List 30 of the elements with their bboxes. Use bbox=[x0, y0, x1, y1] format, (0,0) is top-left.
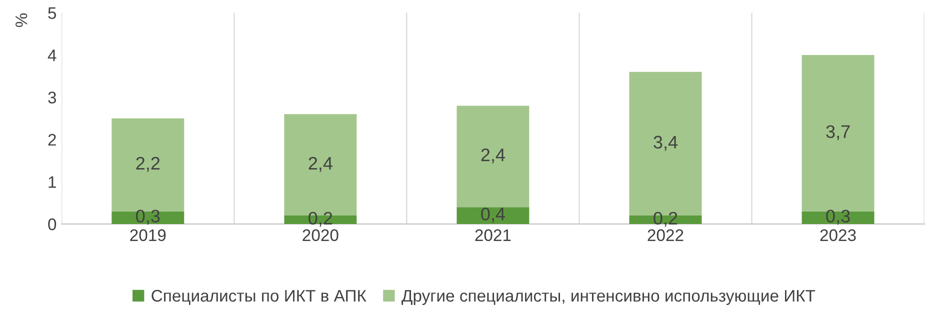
data-label: 0,3 bbox=[826, 210, 850, 225]
x-tick-label: 2021 bbox=[475, 229, 511, 242]
data-label: 3,7 bbox=[826, 125, 850, 140]
bar bbox=[802, 55, 874, 212]
y-tick-label: 2 bbox=[48, 134, 56, 146]
data-label: 2,4 bbox=[308, 156, 332, 172]
x-tick-label: 2022 bbox=[648, 229, 684, 242]
y-tick-label: 0 bbox=[48, 218, 56, 230]
y-axis-title: % bbox=[16, 13, 28, 28]
x-tick-label: 2023 bbox=[820, 229, 856, 242]
y-tick-label: 3 bbox=[48, 92, 56, 104]
bar bbox=[456, 207, 530, 224]
legend-label: Специалисты по ИКТ в АПК bbox=[152, 290, 366, 305]
data-label: 0,2 bbox=[308, 212, 332, 227]
bar bbox=[112, 118, 184, 212]
data-label: 0,4 bbox=[481, 208, 505, 223]
legend-label: Другие специалисты, интенсивно использующие ИКТ bbox=[402, 290, 816, 305]
data-label: 3,4 bbox=[654, 136, 678, 151]
y-tick-label: 1 bbox=[48, 176, 56, 188]
y-tick-label: 4 bbox=[48, 50, 56, 62]
bar bbox=[456, 106, 530, 208]
data-label: 0,2 bbox=[654, 212, 678, 227]
x-tick-label: 2020 bbox=[302, 229, 338, 242]
data-label: 2,2 bbox=[136, 156, 160, 172]
x-tick-label: 2019 bbox=[130, 229, 166, 242]
bar bbox=[112, 211, 184, 224]
data-label: 0,3 bbox=[136, 210, 160, 225]
y-tick-label: 5 bbox=[48, 7, 56, 20]
data-label: 2,4 bbox=[481, 148, 505, 164]
bar bbox=[802, 211, 874, 224]
